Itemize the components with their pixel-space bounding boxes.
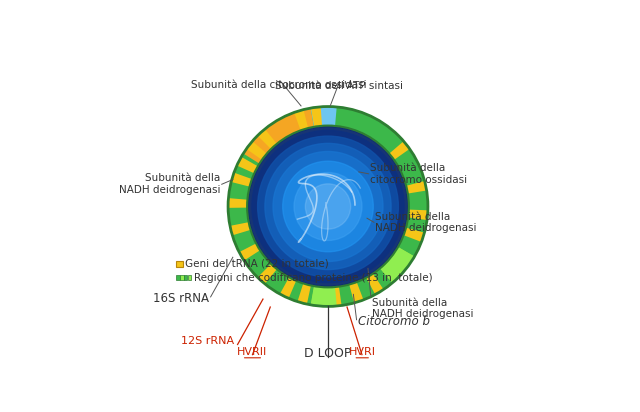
Wedge shape — [246, 141, 267, 160]
Wedge shape — [404, 228, 424, 242]
FancyBboxPatch shape — [184, 275, 188, 281]
Circle shape — [252, 131, 404, 283]
Wedge shape — [311, 107, 322, 127]
Wedge shape — [394, 247, 414, 265]
FancyBboxPatch shape — [177, 261, 183, 267]
Wedge shape — [406, 181, 427, 194]
Wedge shape — [231, 173, 252, 187]
Wedge shape — [298, 283, 311, 304]
Wedge shape — [380, 263, 399, 283]
Text: Geni del tRNA (22 in totale): Geni del tRNA (22 in totale) — [185, 259, 329, 269]
Circle shape — [248, 126, 408, 286]
Text: Subunità della
NADH deidrogenasi: Subunità della NADH deidrogenasi — [118, 173, 220, 195]
Circle shape — [265, 143, 391, 269]
Wedge shape — [389, 141, 410, 160]
Wedge shape — [230, 222, 250, 235]
Circle shape — [283, 161, 373, 252]
Text: 16S rRNA: 16S rRNA — [153, 292, 209, 305]
Text: 12S rRNA: 12S rRNA — [181, 336, 234, 346]
FancyBboxPatch shape — [177, 275, 180, 281]
Text: Citocromo b: Citocromo b — [358, 315, 430, 328]
Wedge shape — [228, 198, 248, 208]
FancyBboxPatch shape — [180, 275, 184, 281]
FancyBboxPatch shape — [188, 275, 191, 281]
Text: Subunità della
citocromo ossidasi: Subunità della citocromo ossidasi — [370, 163, 467, 185]
Circle shape — [294, 173, 362, 241]
Circle shape — [305, 184, 351, 229]
Wedge shape — [310, 107, 337, 127]
Wedge shape — [311, 286, 322, 306]
Wedge shape — [380, 247, 415, 283]
Wedge shape — [243, 108, 314, 164]
Wedge shape — [294, 110, 308, 130]
Text: Regioni che codificano proteine (13 in  totale): Regioni che codificano proteine (13 in t… — [194, 272, 433, 283]
Text: HVRI: HVRI — [348, 347, 376, 357]
Wedge shape — [237, 157, 258, 173]
Wedge shape — [239, 243, 260, 261]
Text: Subunità della
NADH deidrogenasi: Subunità della NADH deidrogenasi — [372, 297, 474, 319]
Text: Subunità della citocromo ossidasi: Subunità della citocromo ossidasi — [191, 80, 367, 89]
Text: D LOOP: D LOOP — [304, 347, 352, 360]
Wedge shape — [366, 274, 383, 295]
Wedge shape — [349, 282, 364, 303]
Wedge shape — [257, 129, 277, 149]
Wedge shape — [408, 210, 428, 220]
Wedge shape — [257, 264, 277, 284]
Wedge shape — [280, 277, 296, 298]
Text: Subunità dell'ATP sintasi: Subunità dell'ATP sintasi — [275, 81, 403, 91]
Text: Subunità della
NADH deidrogenasi: Subunità della NADH deidrogenasi — [375, 211, 476, 233]
Wedge shape — [331, 287, 342, 307]
Wedge shape — [228, 107, 428, 307]
Circle shape — [273, 152, 383, 262]
Circle shape — [248, 126, 408, 286]
Text: HVRII: HVRII — [237, 347, 268, 357]
Wedge shape — [310, 286, 337, 307]
Circle shape — [258, 136, 398, 277]
